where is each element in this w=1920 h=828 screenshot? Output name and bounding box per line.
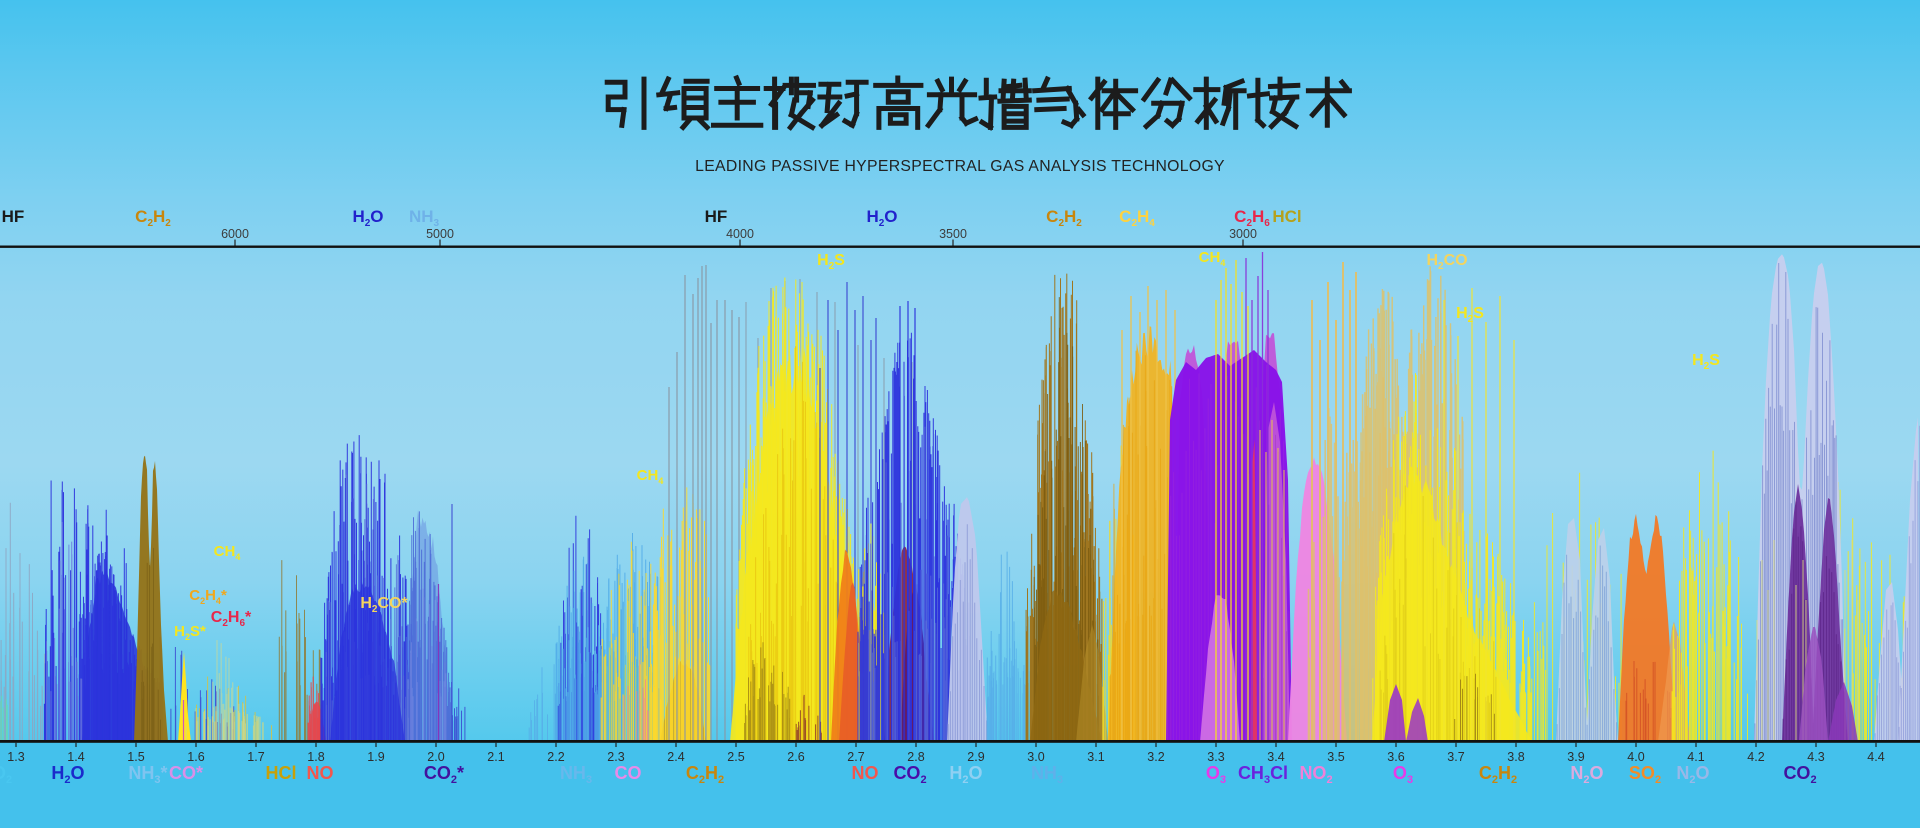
svg-text:4.0: 4.0 (1627, 750, 1644, 764)
svg-text:C2H6: C2H6 (1234, 207, 1270, 229)
svg-text:2.3: 2.3 (607, 750, 624, 764)
svg-text:C2H2: C2H2 (686, 763, 724, 786)
svg-text:H2CO*: H2CO* (360, 595, 408, 615)
svg-text:CH3Cl: CH3Cl (1238, 763, 1288, 786)
svg-text:HF: HF (2, 207, 25, 226)
svg-text:1.8: 1.8 (307, 750, 324, 764)
svg-text:H2O: H2O (51, 763, 84, 786)
svg-text:3.5: 3.5 (1327, 750, 1344, 764)
svg-text:1.6: 1.6 (187, 750, 204, 764)
svg-text:1.3: 1.3 (7, 750, 24, 764)
svg-text:1.9: 1.9 (367, 750, 384, 764)
svg-text:H2CO: H2CO (1426, 252, 1467, 272)
svg-text:2.7: 2.7 (847, 750, 864, 764)
svg-text:5000: 5000 (426, 227, 454, 241)
svg-text:2.2: 2.2 (547, 750, 564, 764)
svg-text:3.6: 3.6 (1387, 750, 1404, 764)
svg-text:4.4: 4.4 (1867, 750, 1884, 764)
svg-text:LEADING PASSIVE HYPERSPECTRAL: LEADING PASSIVE HYPERSPECTRAL GAS ANALYS… (695, 158, 1225, 175)
svg-text:2.8: 2.8 (907, 750, 924, 764)
svg-text:C2H2: C2H2 (1046, 207, 1082, 229)
svg-text:4.2: 4.2 (1747, 750, 1764, 764)
svg-text:CO2: CO2 (893, 763, 926, 786)
svg-text:4.3: 4.3 (1807, 750, 1824, 764)
svg-text:NO: NO (852, 763, 879, 783)
svg-text:2.6: 2.6 (787, 750, 804, 764)
svg-text:H2O: H2O (949, 763, 982, 786)
svg-text:3.8: 3.8 (1507, 750, 1524, 764)
svg-text:HCl: HCl (1272, 207, 1301, 226)
svg-text:CH4: CH4 (214, 543, 241, 562)
svg-text:NO2: NO2 (1299, 763, 1332, 786)
svg-text:2.5: 2.5 (727, 750, 744, 764)
svg-text:3.9: 3.9 (1567, 750, 1584, 764)
svg-text:N2O: N2O (1570, 763, 1603, 786)
svg-text:H2S: H2S (1456, 305, 1484, 325)
svg-text:6000: 6000 (221, 227, 249, 241)
svg-text:HCl: HCl (266, 763, 297, 783)
svg-text:C2H6*: C2H6* (211, 609, 252, 629)
svg-text:3.2: 3.2 (1147, 750, 1164, 764)
svg-text:H2S: H2S (817, 252, 845, 272)
svg-text:C2H2: C2H2 (135, 207, 171, 229)
svg-text:CO2*: CO2* (424, 763, 464, 786)
svg-text:3.0: 3.0 (1027, 750, 1044, 764)
svg-text:HF: HF (705, 207, 728, 226)
svg-text:2.1: 2.1 (487, 750, 504, 764)
svg-text:3.3: 3.3 (1207, 750, 1224, 764)
svg-text:2.0: 2.0 (427, 750, 444, 764)
svg-text:CH4: CH4 (1199, 249, 1226, 268)
svg-text:C2H4*: C2H4* (189, 587, 227, 606)
svg-text:3000: 3000 (1229, 227, 1257, 241)
svg-text:3.4: 3.4 (1267, 750, 1284, 764)
svg-text:SO2: SO2 (1629, 763, 1661, 786)
svg-text:3.1: 3.1 (1087, 750, 1104, 764)
svg-text:1.7: 1.7 (247, 750, 264, 764)
svg-text:CH4: CH4 (637, 467, 664, 486)
svg-text:2.9: 2.9 (967, 750, 984, 764)
svg-text:NH3*: NH3* (128, 763, 167, 786)
svg-text:C2H2: C2H2 (1479, 763, 1517, 786)
svg-text:3.7: 3.7 (1447, 750, 1464, 764)
svg-text:CO2: CO2 (1783, 763, 1816, 786)
svg-text:CO: CO (615, 763, 642, 783)
svg-text:O3: O3 (1206, 763, 1226, 786)
svg-text:H2S*: H2S* (174, 623, 206, 642)
svg-text:O2: O2 (0, 763, 12, 786)
svg-text:H2O: H2O (866, 207, 897, 229)
svg-text:O3: O3 (1393, 763, 1413, 786)
svg-text:2.4: 2.4 (667, 750, 684, 764)
svg-text:CO*: CO* (169, 763, 203, 783)
svg-text:4.1: 4.1 (1687, 750, 1704, 764)
svg-text:3500: 3500 (939, 227, 967, 241)
svg-text:NH3: NH3 (1031, 763, 1063, 786)
svg-text:NH3: NH3 (560, 763, 592, 786)
svg-text:N2O: N2O (1676, 763, 1709, 786)
svg-text:C2H4: C2H4 (1119, 207, 1155, 229)
svg-text:H2O: H2O (352, 207, 383, 229)
svg-text:NO: NO (307, 763, 334, 783)
svg-text:NH3: NH3 (409, 207, 440, 229)
svg-text:H2S: H2S (1692, 352, 1720, 372)
svg-text:4000: 4000 (726, 227, 754, 241)
svg-text:1.5: 1.5 (127, 750, 144, 764)
svg-text:1.4: 1.4 (67, 750, 84, 764)
